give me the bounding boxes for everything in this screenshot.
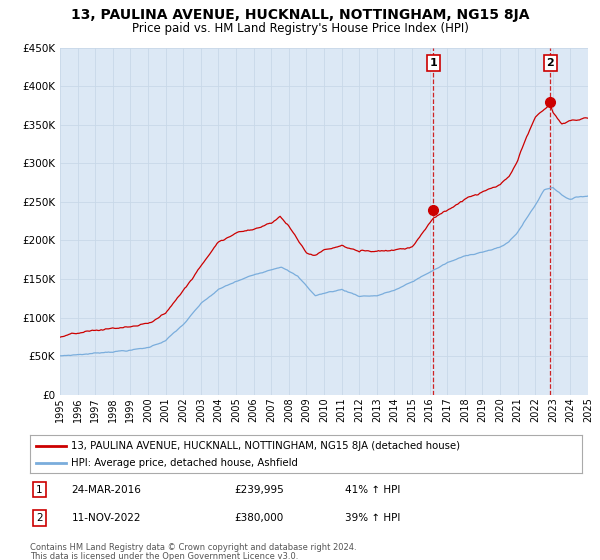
Text: 13, PAULINA AVENUE, HUCKNALL, NOTTINGHAM, NG15 8JA (detached house): 13, PAULINA AVENUE, HUCKNALL, NOTTINGHAM… — [71, 441, 461, 451]
Text: Price paid vs. HM Land Registry's House Price Index (HPI): Price paid vs. HM Land Registry's House … — [131, 22, 469, 35]
Text: 41% ↑ HPI: 41% ↑ HPI — [344, 484, 400, 494]
Text: £239,995: £239,995 — [234, 484, 284, 494]
Text: This data is licensed under the Open Government Licence v3.0.: This data is licensed under the Open Gov… — [30, 552, 298, 560]
Text: 1: 1 — [36, 484, 43, 494]
Text: 11-NOV-2022: 11-NOV-2022 — [71, 514, 141, 524]
Text: 2: 2 — [36, 514, 43, 524]
Text: 1: 1 — [430, 58, 437, 68]
Text: HPI: Average price, detached house, Ashfield: HPI: Average price, detached house, Ashf… — [71, 458, 298, 468]
Text: 39% ↑ HPI: 39% ↑ HPI — [344, 514, 400, 524]
Text: 2: 2 — [547, 58, 554, 68]
Text: 13, PAULINA AVENUE, HUCKNALL, NOTTINGHAM, NG15 8JA: 13, PAULINA AVENUE, HUCKNALL, NOTTINGHAM… — [71, 8, 529, 22]
Text: 24-MAR-2016: 24-MAR-2016 — [71, 484, 141, 494]
Text: £380,000: £380,000 — [234, 514, 283, 524]
Text: Contains HM Land Registry data © Crown copyright and database right 2024.: Contains HM Land Registry data © Crown c… — [30, 543, 356, 552]
